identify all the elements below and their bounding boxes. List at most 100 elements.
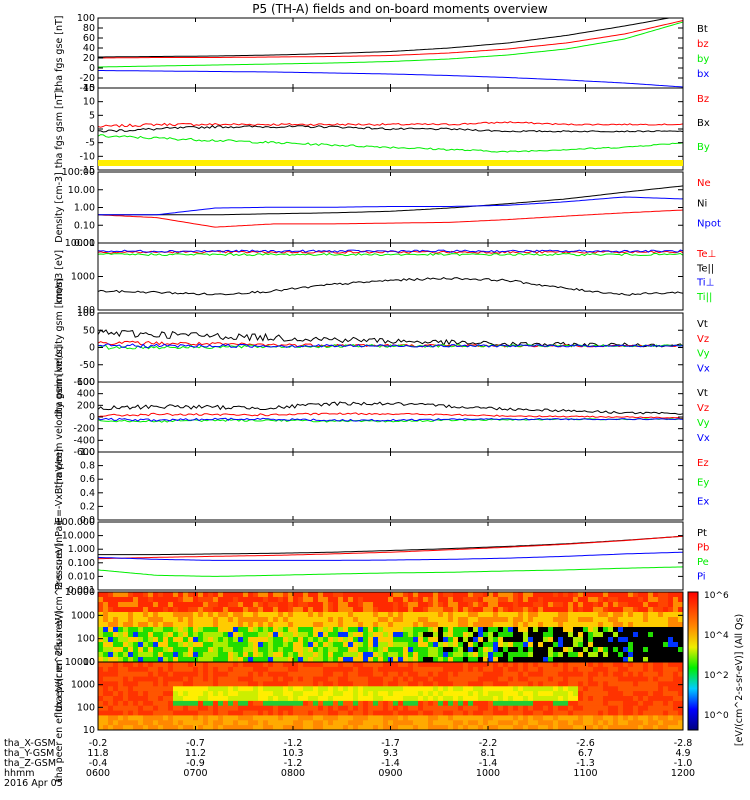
spectrogram-cell — [658, 725, 664, 730]
spectrogram-cell — [633, 627, 639, 633]
spectrogram-cell — [428, 681, 434, 687]
spectrogram-cell — [618, 666, 624, 673]
y-tick-label: -10 — [79, 151, 95, 162]
spectrogram-cell — [193, 715, 199, 721]
spectrogram-cell — [168, 705, 174, 712]
spectrogram-cell — [203, 691, 209, 697]
spectrogram-cell — [468, 681, 474, 687]
spectrogram-cell — [658, 627, 664, 633]
spectrogram-cell — [648, 686, 654, 692]
spectrogram-cell — [328, 686, 334, 692]
spectrogram-cell — [513, 720, 519, 726]
spectrogram-cell — [573, 725, 579, 730]
spectrogram-cell — [438, 642, 444, 648]
spectrogram-cell — [313, 637, 319, 643]
spectrogram-cell — [103, 662, 109, 668]
spectrogram-cell — [538, 710, 544, 717]
spectrogram-cell — [623, 607, 629, 613]
spectrogram-cell — [498, 662, 504, 668]
spectrogram-cell — [348, 657, 354, 662]
spectrogram-cell — [223, 612, 229, 618]
spectrogram-cell — [493, 705, 499, 712]
spectrogram-cell — [553, 597, 559, 603]
spectrogram-cell — [248, 686, 254, 692]
spectrogram-cell — [163, 715, 169, 721]
spectrogram-cell — [608, 622, 614, 628]
spectrogram-cell — [308, 597, 314, 603]
spectrogram-cell — [168, 597, 174, 603]
spectrogram-cell — [303, 676, 309, 683]
y-tick-label: 15 — [83, 83, 95, 94]
spectrogram-cell — [123, 720, 129, 726]
spectrogram-cell — [338, 676, 344, 683]
spectrogram-cell — [518, 607, 524, 613]
spectrogram-cell — [203, 622, 209, 628]
spectrogram-cell — [348, 632, 354, 638]
spectrogram-cell — [343, 627, 349, 633]
spectrogram-cell — [453, 725, 459, 730]
spectrogram-cell — [168, 642, 174, 648]
spectrogram-cell — [543, 657, 549, 662]
spectrogram-cell — [308, 627, 314, 633]
spectrogram-cell — [293, 632, 299, 638]
spectrogram-cell — [223, 632, 229, 638]
spectrogram-cell — [423, 686, 429, 692]
spectrogram-cell — [158, 637, 164, 643]
spectrogram-cell — [563, 622, 569, 628]
spectrogram-cell — [403, 720, 409, 726]
spectrogram-cell — [618, 622, 624, 628]
spectrogram-cell — [368, 710, 374, 717]
series-group — [98, 185, 683, 228]
spectrogram-cell — [268, 647, 274, 653]
spectrogram-cell — [218, 720, 224, 726]
spectrogram-cell — [633, 720, 639, 726]
spectrogram-cell — [163, 705, 169, 712]
spectrogram-cell — [573, 597, 579, 603]
spectrogram-cell — [278, 710, 284, 717]
spectrogram-cell — [223, 676, 229, 683]
spectrogram-cell — [498, 627, 504, 633]
spectrogram-cell — [198, 666, 204, 673]
spectrogram-cell — [203, 686, 209, 692]
spectrogram-cell — [323, 632, 329, 638]
spectrogram-cell — [603, 592, 609, 598]
spectrogram-cell — [203, 597, 209, 603]
spectrogram-cell — [658, 662, 664, 668]
spectrogram-cell — [253, 642, 259, 648]
spectrogram-cell — [603, 720, 609, 726]
spectrogram-cell — [593, 681, 599, 687]
spectrogram-cell — [433, 715, 439, 721]
spectrogram-cell — [558, 662, 564, 668]
spectrogram-cell — [343, 681, 349, 687]
spectrogram-cell — [298, 652, 304, 658]
spectrogram-cell — [313, 602, 319, 608]
spectrogram-cell — [333, 691, 339, 697]
spectrogram-cell — [563, 652, 569, 658]
spectrogram-cell — [133, 602, 139, 608]
spectrogram-cell — [628, 607, 634, 613]
spectrogram-cell — [173, 681, 179, 687]
spectrogram-cell — [153, 592, 159, 598]
spectrogram-cell — [258, 720, 264, 726]
spectrogram-cell — [628, 612, 634, 618]
spectrogram-cell — [148, 637, 154, 643]
spectrogram-cell — [648, 676, 654, 683]
spectrogram-cell — [443, 652, 449, 658]
spectrogram-cell — [388, 612, 394, 618]
spectrogram-cell — [533, 617, 539, 623]
spectrogram-cell — [488, 657, 494, 662]
spectrogram-cell — [133, 681, 139, 687]
spectrogram-cell — [398, 632, 404, 638]
spectrogram-cell — [333, 666, 339, 673]
spectrogram-cell — [378, 705, 384, 712]
spectrogram-cell — [288, 705, 294, 712]
footer-value: -2.6 — [576, 738, 595, 749]
spectrogram-cell — [203, 666, 209, 673]
spectrogram-cell — [678, 647, 683, 653]
spectrogram-cell — [433, 612, 439, 618]
spectrogram-cell — [443, 720, 449, 726]
spectrogram-cell — [243, 705, 249, 712]
spectrogram-cell — [483, 662, 489, 668]
